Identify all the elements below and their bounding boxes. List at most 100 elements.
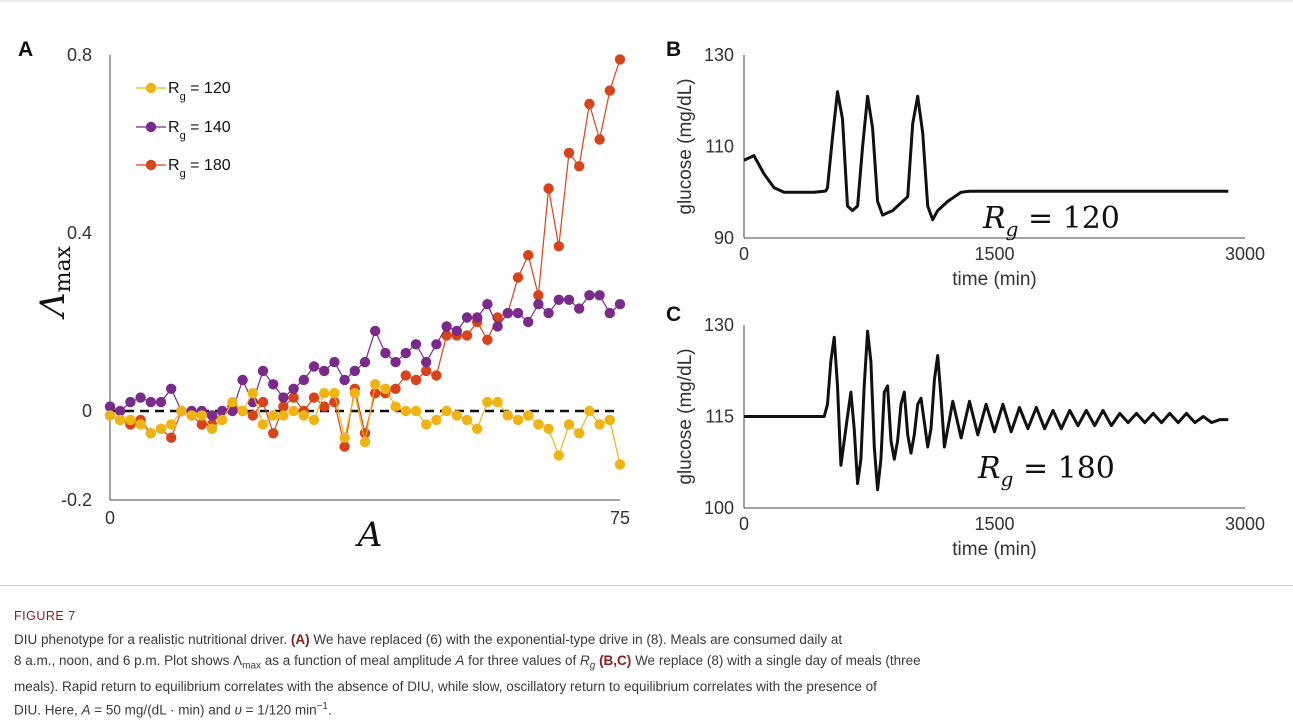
data-point [145,396,156,408]
data-point [512,272,524,283]
data-point [553,241,564,252]
x-tick-label: 1500 [974,244,1014,264]
data-point [431,339,442,350]
caption-segment: We have replaced (6) with the exponentia… [309,632,843,647]
legend-entry: Rg = 180 [168,157,231,180]
data-point [196,410,207,421]
data-point [278,392,289,403]
data-point [125,414,136,426]
x-tick-label: 0 [105,508,115,528]
data-point [574,303,585,314]
legend-entry-sub: g [180,91,186,103]
legend-entry-main: R [168,157,180,174]
data-point [533,419,544,430]
panel-b-chart: B 130 110 900 1500 3000 glucose (mg/dL) time (m… [666,38,1265,290]
caption-segment: = 1/120 min [241,702,317,718]
data-point [574,161,585,172]
legend-entry-sub: g [180,168,186,180]
data-point [359,436,371,448]
data-point [329,356,340,368]
data-point [472,423,483,434]
x-tick-label: 0 [739,244,749,264]
y-tick-label: -0.2 [61,490,92,510]
caption-segment: . [328,702,332,718]
data-point [390,356,401,368]
data-point [380,383,391,394]
rg-annotation: Rg = 120 [982,201,1120,241]
glucose-trace [743,90,1229,222]
x-tick-label: 3000 [1225,514,1265,534]
data-point [308,392,320,403]
data-point [339,441,350,452]
data-point [288,405,299,417]
data-point [349,365,360,377]
caption-segment: as a function of meal amplitude [261,652,456,668]
y-tick-label: 115 [705,407,734,427]
data-point [574,428,585,439]
caption-segment: DIU. Here, [14,702,82,718]
data-point [421,356,432,368]
caption-segment: A [455,652,465,668]
data-point [135,419,146,430]
data-point [115,405,126,417]
legend-entry-sub: g [180,130,186,142]
data-point [451,325,462,337]
data-point [512,414,524,426]
rg-annotation-main: R [982,201,1006,236]
data-point [370,379,381,390]
data-point [319,401,330,412]
x-axis-label: time (min) [952,269,1036,290]
data-point [441,330,452,341]
legend-entry-rest: = 140 [186,119,231,136]
data-point [206,423,218,434]
data-point [421,419,432,430]
legend-entry-main: R [168,80,180,97]
data-point [237,405,248,417]
data-point [288,392,299,403]
data-point [461,330,473,341]
caption-divider [0,585,1293,586]
data-point [104,410,116,421]
data-point [431,414,442,426]
y-axis-label: glucose (mg/dL) [675,78,696,214]
series-line-2 [109,59,621,447]
data-point [594,419,605,430]
y-axis-label: glucose (mg/dL) [675,348,696,484]
data-point [135,392,146,403]
data-point [441,321,452,332]
rg-annotation-rest: = 120 [1018,201,1119,236]
y-axis-label-sub: max [51,245,76,292]
legend-entry: Rg = 120 [168,80,231,103]
caption-segment: A [81,702,91,718]
data-point [339,374,350,386]
data-point [380,347,391,359]
data-point [400,370,411,381]
caption-segment: max [242,660,262,672]
x-tick-label: 1500 [974,514,1014,534]
x-tick-label: 75 [610,508,630,528]
data-point [604,307,615,319]
data-point [400,347,411,359]
data-point [502,307,513,319]
caption-segment: = 50 mg/(dL · min) and [90,702,235,718]
data-point [278,401,289,412]
x-axis-label: time (min) [952,539,1036,560]
x-tick-label: 0 [739,514,749,534]
caption-segment: DIU phenotype for a realistic nutritiona… [14,632,291,647]
data-point [410,405,422,417]
data-point [390,383,401,394]
data-point [584,98,595,110]
data-point [176,405,187,417]
data-point [431,370,442,381]
data-point [257,419,269,430]
panel-b-letter: B [666,38,681,61]
data-point [482,396,493,408]
data-point [155,396,167,408]
caption-segment: (A) [290,632,310,647]
caption-segment: 8 a.m., noon, and 6 p.m. Plot shows Λ [14,652,243,668]
caption-text: DIU phenotype for a realistic nutritiona… [14,630,1278,721]
data-point [614,299,626,310]
data-point [451,410,462,421]
data-point [227,396,238,408]
data-point [125,396,136,408]
